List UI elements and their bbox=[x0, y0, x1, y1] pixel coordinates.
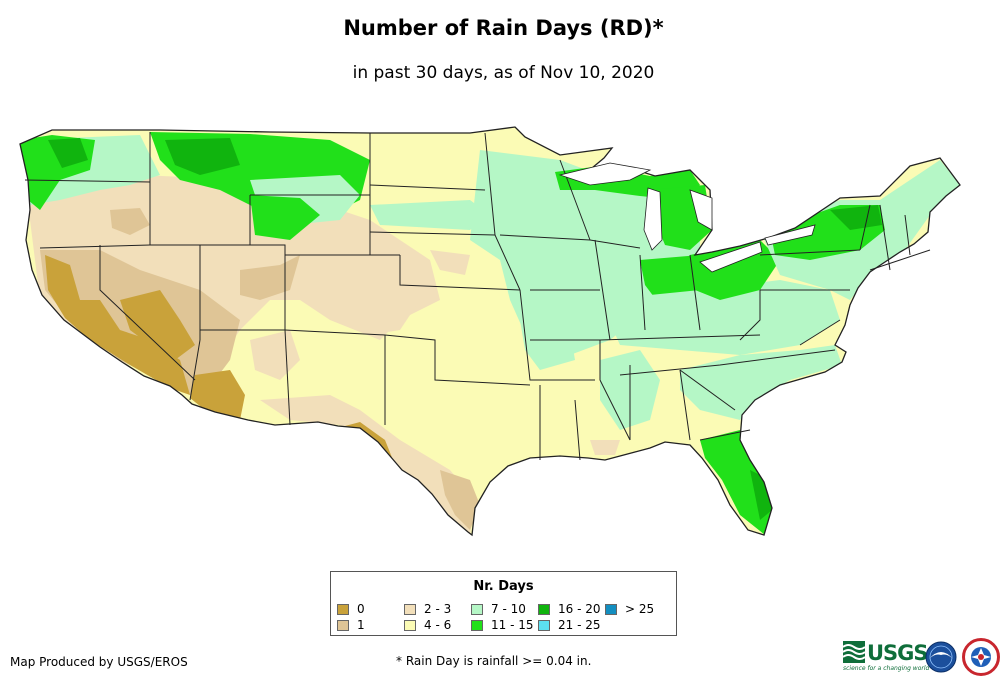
legend-swatch bbox=[538, 603, 550, 615]
legend-item-8: > 25 bbox=[605, 602, 654, 616]
legend-swatch bbox=[605, 603, 617, 615]
great-lakes bbox=[558, 162, 816, 273]
usgs-logo: USGS science for a changing world bbox=[843, 641, 929, 672]
rain-day-definition: * Rain Day is rainfall >= 0.04 in. bbox=[396, 654, 592, 668]
legend-title: Nr. Days bbox=[473, 579, 534, 594]
legend-swatch bbox=[337, 603, 349, 615]
legend-label: 1 bbox=[357, 618, 365, 632]
legend-label: 11 - 15 bbox=[491, 618, 534, 632]
legend-swatch bbox=[538, 619, 550, 631]
usgs-tagline: science for a changing world bbox=[843, 665, 930, 672]
legend-item-0: 0 bbox=[337, 602, 365, 616]
legend-label: 4 - 6 bbox=[424, 618, 452, 632]
legend-item-4: 7 - 10 bbox=[471, 602, 526, 616]
legend: Nr. Days 0 1 2 - 3 4 - 6 7 - 10 11 - 15 … bbox=[330, 571, 677, 636]
legend-label: 2 - 3 bbox=[424, 602, 452, 616]
state-borders bbox=[24, 132, 931, 461]
legend-item-6: 16 - 20 bbox=[538, 602, 601, 616]
legend-item-7: 21 - 25 bbox=[538, 618, 601, 632]
legend-item-2: 2 - 3 bbox=[404, 602, 451, 616]
usgs-wordmark: USGS bbox=[867, 641, 929, 665]
legend-item-3: 4 - 6 bbox=[404, 618, 451, 632]
legend-swatch bbox=[404, 619, 416, 631]
legend-label: 7 - 10 bbox=[491, 602, 526, 616]
legend-item-5: 11 - 15 bbox=[471, 618, 534, 632]
legend-label: 16 - 20 bbox=[558, 602, 601, 616]
usgs-wave-icon bbox=[843, 641, 865, 663]
legend-label: 0 bbox=[357, 602, 365, 616]
map-subtitle: in past 30 days, as of Nov 10, 2020 bbox=[352, 63, 655, 83]
legend-swatch bbox=[471, 619, 483, 631]
legend-label: > 25 bbox=[625, 602, 655, 616]
legend-swatch bbox=[404, 603, 416, 615]
noaa-logo-icon bbox=[925, 641, 957, 673]
legend-swatch bbox=[337, 619, 349, 631]
map-title: Number of Rain Days (RD)* bbox=[343, 16, 664, 40]
legend-swatch bbox=[471, 603, 483, 615]
legend-label: 21 - 25 bbox=[558, 618, 601, 632]
legend-item-1: 1 bbox=[337, 618, 365, 632]
nws-logo-icon bbox=[962, 638, 1000, 676]
credit-text: Map Produced by USGS/EROS bbox=[10, 655, 188, 669]
